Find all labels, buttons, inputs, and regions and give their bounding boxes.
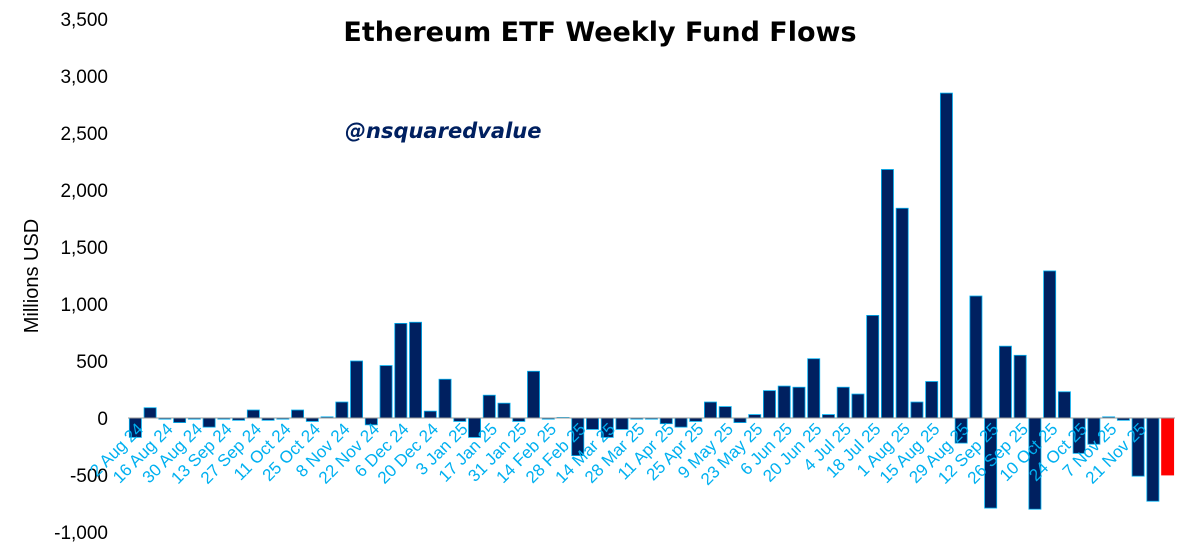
bar: [851, 393, 865, 419]
bar: [733, 417, 747, 423]
bar: [866, 314, 880, 419]
y-axis-ticks: 3,500 3,000 2,500 2,000 1,500 1,000 500 0 -500 -1…: [54, 10, 108, 544]
bar: [1013, 354, 1027, 419]
y-tick-label: 0: [97, 409, 108, 430]
bar: [409, 321, 423, 419]
bar: [763, 390, 776, 419]
y-axis-label: Millions USD: [21, 219, 43, 333]
bar: [836, 386, 850, 419]
bar: [939, 92, 953, 419]
bar: [350, 360, 364, 419]
y-tick-label: 1,500: [60, 238, 108, 259]
bar: [807, 358, 821, 419]
bar: [998, 345, 1012, 419]
y-tick-label: -500: [70, 466, 108, 487]
bars: [128, 92, 1175, 510]
chart-title: Ethereum ETF Weekly Fund Flows: [343, 17, 856, 48]
bar: [1161, 417, 1175, 476]
bar: [1146, 417, 1160, 502]
bar: [822, 414, 835, 419]
bar: [379, 365, 393, 419]
bar: [880, 169, 894, 419]
bar: [969, 295, 983, 419]
bar: [527, 370, 540, 419]
bar: [704, 401, 717, 419]
y-tick-label: 3,000: [60, 67, 108, 88]
y-tick-label: 1,000: [60, 295, 108, 316]
bar: [423, 410, 437, 419]
bar: [910, 401, 924, 419]
y-tick-label: 3,500: [60, 10, 108, 31]
bar: [202, 417, 216, 428]
bar: [394, 322, 408, 419]
bar: [718, 406, 732, 419]
bar: [438, 378, 452, 419]
bar: [335, 401, 349, 419]
bar: [291, 409, 305, 419]
bar: [1057, 391, 1071, 419]
bar: [497, 402, 511, 419]
y-tick-label: -1,000: [54, 523, 108, 544]
y-tick-label: 500: [76, 352, 108, 373]
bar: [792, 386, 806, 419]
bar: [777, 385, 791, 419]
y-tick-label: 2,000: [60, 181, 108, 202]
bar: [173, 417, 187, 423]
bar: [925, 381, 939, 419]
bar: [1043, 270, 1057, 419]
bar: [482, 394, 496, 419]
y-tick-label: 2,500: [60, 124, 108, 145]
watermark: @nsquaredvalue: [345, 119, 542, 143]
bar: [143, 407, 157, 419]
bar: [748, 414, 762, 419]
bar: [674, 417, 688, 428]
bar: [895, 207, 909, 419]
bar: [246, 409, 260, 419]
